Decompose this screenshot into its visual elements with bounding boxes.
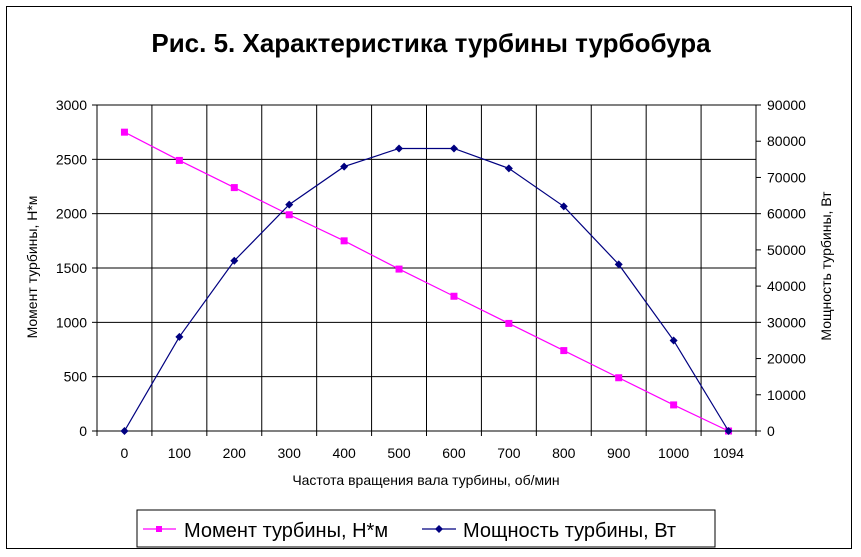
series-layer: [120, 128, 733, 435]
power-point: [504, 164, 513, 173]
right-axis-ticks: 0 10000 20000 30000 40000 50000 60000 70000 8000…: [767, 97, 806, 439]
x-axis-ticks: 0 100 200 300 400 500 600 700 800 900 1000 1094: [121, 445, 745, 461]
left-axis-ticks: 0 500 1000 1500 2000 2500 3000: [56, 97, 87, 439]
power-point: [614, 260, 623, 269]
y-axis-title: Момент турбины, Н*м: [24, 196, 40, 339]
torque-point: [450, 292, 458, 300]
x-tick-label: 200: [223, 445, 247, 461]
chart-frame: [6, 6, 852, 549]
x-tick-label: 900: [607, 445, 631, 461]
legend-label-power: Мощность турбины, Вт: [463, 520, 676, 542]
y2-tick-label: 20000: [767, 351, 806, 367]
x-tick-label: 400: [332, 445, 356, 461]
legend: Момент турбины, Н*м Мощность турбины, Вт: [136, 509, 716, 548]
torque-point: [505, 319, 513, 327]
y-tick-label: 500: [64, 369, 88, 385]
power-point: [120, 427, 129, 435]
power-point: [230, 256, 239, 265]
legend-marker-power: [435, 525, 443, 533]
x-tick-label: 800: [552, 445, 576, 461]
series-line-torque: [124, 131, 729, 432]
power-point: [175, 332, 184, 341]
y-tick-label: 0: [79, 423, 87, 439]
y2-tick-label: 70000: [767, 169, 806, 185]
x-tick-label: 100: [168, 445, 192, 461]
power-point: [559, 202, 568, 211]
torque-point: [175, 156, 183, 164]
y2-tick-label: 10000: [767, 387, 806, 403]
power-point: [285, 200, 294, 209]
x-tick-label: 1094: [713, 445, 744, 461]
x-tick-label: 600: [442, 445, 466, 461]
power-point: [340, 162, 349, 171]
torque-point: [230, 184, 238, 192]
legend-marker-torque: [156, 526, 162, 532]
y2-tick-label: 90000: [767, 97, 806, 113]
plot-grid: [92, 104, 761, 436]
y-tick-label: 2500: [56, 151, 87, 167]
y2-tick-label: 50000: [767, 242, 806, 258]
x-tick-label: 300: [278, 445, 302, 461]
y2-axis-title: Мощность турбины, Вт: [818, 191, 834, 341]
torque-point: [560, 347, 568, 355]
torque-point: [615, 374, 623, 382]
y2-tick-label: 40000: [767, 278, 806, 294]
power-point: [724, 427, 733, 435]
series-line-power: [123, 147, 730, 432]
y-tick-label: 2000: [56, 206, 87, 222]
x-tick-label: 700: [497, 445, 521, 461]
x-tick-label: 500: [387, 445, 411, 461]
y-tick-label: 1500: [56, 260, 87, 276]
y2-tick-label: 80000: [767, 133, 806, 149]
power-point: [449, 144, 458, 153]
x-tick-label: 0: [121, 445, 129, 461]
chart-title: Рис. 5. Характеристика турбины турбобура: [151, 28, 711, 58]
x-tick-label: 1000: [658, 445, 689, 461]
torque-point: [670, 401, 678, 409]
torque-point: [120, 128, 128, 136]
y-tick-label: 1000: [56, 314, 87, 330]
power-point: [669, 336, 678, 345]
power-point: [395, 144, 404, 153]
legend-label-torque: Момент турбины, Н*м: [184, 520, 388, 542]
x-axis-title: Частота вращения вала турбины, об/мин: [292, 472, 559, 488]
torque-point: [340, 237, 348, 245]
torque-point: [285, 211, 293, 219]
y2-tick-label: 0: [767, 423, 775, 439]
y-tick-label: 3000: [56, 97, 87, 113]
y2-tick-label: 30000: [767, 314, 806, 330]
y2-tick-label: 60000: [767, 206, 806, 222]
torque-point: [395, 265, 403, 273]
